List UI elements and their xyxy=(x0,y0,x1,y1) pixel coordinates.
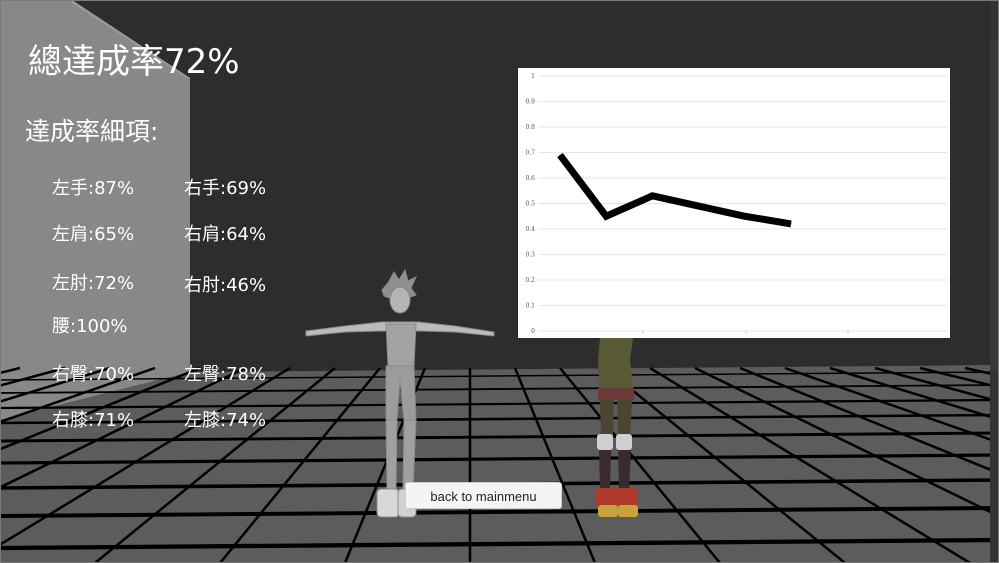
chart-y-tick-label: 0.1 xyxy=(525,303,535,310)
stat-right-hand: 右手:69% xyxy=(184,178,267,199)
chart-y-tick-label: 0.9 xyxy=(525,99,535,106)
stat-left-elbow: 左肘:72% xyxy=(52,273,135,294)
side-wall xyxy=(0,0,190,420)
stat-right-shoulder: 右肩:64% xyxy=(184,224,267,245)
floor-grid-column xyxy=(739,366,999,475)
detail-breakdown-title: 達成率細項: xyxy=(25,117,159,146)
target-avatar xyxy=(596,338,638,517)
progress-line-chart: 0 0.1 0.2 0.3 0.4 0.5 0.6 0.7 0.8 0.9 1 xyxy=(525,73,948,335)
chart-y-tick-label: 0.2 xyxy=(525,277,535,284)
chart-y-tick-label: 0.4 xyxy=(525,226,535,233)
floor-grid-column xyxy=(0,366,111,403)
floor-grid-column xyxy=(0,366,291,547)
floor-grid-column xyxy=(694,366,999,518)
floor-grid-column xyxy=(0,366,201,451)
progress-chart-panel: 0 0.1 0.2 0.3 0.4 0.5 0.6 0.7 0.8 0.9 1 xyxy=(518,68,950,338)
floor-grid-column xyxy=(0,366,156,424)
floor-grid-row xyxy=(0,537,999,551)
floor-grid-column xyxy=(219,367,381,563)
stat-left-shoulder: 左肩:65% xyxy=(52,224,135,245)
stat-left-hand: 左手:87% xyxy=(52,178,135,199)
avatar-left-leg xyxy=(385,419,398,491)
floor-grid-column xyxy=(649,366,971,563)
target-belt xyxy=(598,388,634,400)
floor-grid-row xyxy=(0,453,999,465)
avatar-torso xyxy=(385,323,417,367)
target-right-sole xyxy=(618,505,638,517)
stat-left-hip: 左臀:78% xyxy=(184,364,267,385)
floor-grid-column xyxy=(604,367,846,563)
stat-right-elbow: 右肘:46% xyxy=(184,275,267,296)
floor-grid-column xyxy=(559,367,721,563)
chart-y-tick-label: 0.6 xyxy=(525,175,535,182)
floor-grid-column xyxy=(829,366,999,421)
floor xyxy=(0,365,999,563)
target-right-shoe xyxy=(616,488,638,506)
target-torso xyxy=(598,338,634,395)
chart-data-point xyxy=(559,154,561,156)
chart-y-tick-label: 0.3 xyxy=(525,252,535,259)
floor-grid-row xyxy=(0,413,999,425)
target-left-sole xyxy=(598,505,618,517)
right-edge-shade xyxy=(990,40,999,370)
stat-waist: 腰:100% xyxy=(52,316,128,337)
chart-series-line xyxy=(557,152,792,228)
chart-y-tick-label: 0.5 xyxy=(525,201,535,208)
floor-grid-column xyxy=(94,367,336,563)
chart-y-tick-label: 0.8 xyxy=(525,124,535,131)
chart-y-tick-label: 0 xyxy=(531,328,535,335)
overall-completion-rate: 總達成率72% xyxy=(28,42,240,82)
floor-grid-column xyxy=(0,366,246,489)
target-right-knee xyxy=(616,434,632,450)
chart-y-tick-label: 0.7 xyxy=(525,150,535,157)
floor-grid-column xyxy=(784,366,999,444)
avatar-head xyxy=(389,286,411,314)
target-left-knee xyxy=(597,434,613,450)
avatar-left-shoe xyxy=(376,488,400,518)
floor-grid-row xyxy=(0,506,999,518)
chart-data-point xyxy=(651,195,653,197)
wall-edge xyxy=(72,0,190,80)
target-right-boot xyxy=(618,450,631,490)
back-to-mainmenu-button[interactable]: back to mainmenu xyxy=(405,482,562,509)
floor-grid-column xyxy=(513,367,597,563)
chart-data-point xyxy=(744,215,746,217)
target-left-shoe xyxy=(596,488,618,506)
stat-left-knee: 左膝:74% xyxy=(184,410,267,431)
floor-grid-row xyxy=(0,371,999,381)
target-left-leg xyxy=(600,400,614,440)
floor-grid-row xyxy=(0,384,999,394)
stat-right-hip: 右臀:70% xyxy=(52,364,135,385)
target-left-boot xyxy=(599,450,611,490)
chart-data-point xyxy=(605,215,607,217)
stat-right-knee: 右膝:71% xyxy=(52,410,135,431)
chart-y-tick-label: 1 xyxy=(531,73,535,80)
target-right-leg xyxy=(617,400,632,440)
chart-data-point xyxy=(698,205,700,207)
chart-data-point xyxy=(790,223,792,225)
